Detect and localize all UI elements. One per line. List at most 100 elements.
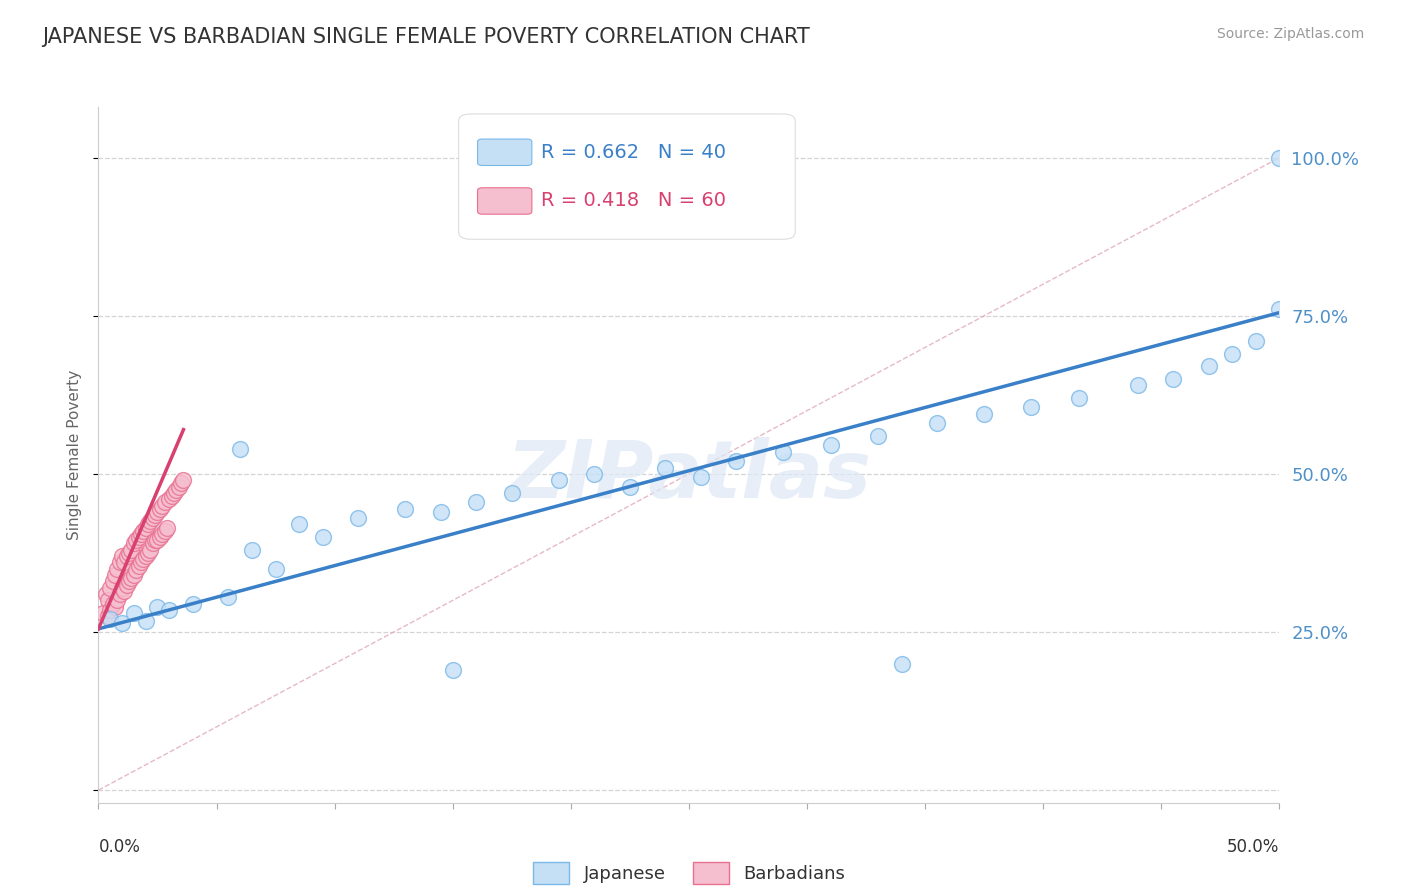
Point (153, 524, 176, 538)
Point (170, 476, 193, 491)
Point (347, 511, 370, 525)
Point (97, 609, 120, 624)
Point (890, 657, 912, 671)
Point (264, 562, 287, 576)
Point (112, 583, 135, 598)
Point (181, 597, 204, 611)
Point (689, 470, 711, 484)
Point (583, 467, 606, 481)
Point (129, 527, 152, 541)
Point (619, 479, 641, 493)
Point (115, 577, 138, 591)
Point (128, 530, 150, 544)
Point (772, 444, 794, 458)
Point (465, 495, 488, 509)
Point (111, 615, 134, 630)
Point (135, 549, 157, 563)
Point (866, 429, 889, 443)
Point (156, 521, 179, 535)
Point (1198, 359, 1220, 374)
Point (288, 517, 311, 532)
Point (121, 542, 143, 557)
Point (125, 533, 148, 548)
Point (105, 593, 128, 607)
Legend: Japanese, Barbadians: Japanese, Barbadians (526, 855, 852, 891)
Point (104, 599, 127, 614)
Point (146, 599, 169, 614)
Point (118, 574, 141, 589)
Point (394, 501, 416, 516)
Point (129, 556, 152, 570)
Point (240, 542, 263, 557)
Point (1244, 334, 1267, 348)
Text: R = 0.662   N = 40: R = 0.662 N = 40 (541, 143, 727, 161)
Point (121, 571, 143, 585)
Point (153, 495, 176, 509)
Point (101, 574, 124, 589)
Point (1126, 378, 1149, 392)
Text: 50.0%: 50.0% (1227, 838, 1279, 856)
Text: 0.0%: 0.0% (98, 838, 141, 856)
Point (122, 568, 145, 582)
Point (136, 546, 159, 560)
Point (118, 546, 141, 560)
Point (136, 517, 159, 532)
Point (163, 486, 186, 500)
Point (94, 587, 117, 601)
Text: Source: ZipAtlas.com: Source: ZipAtlas.com (1216, 27, 1364, 41)
Point (1161, 372, 1184, 386)
Point (925, 417, 948, 431)
Point (139, 542, 162, 557)
Point (98, 612, 121, 626)
Point (501, 486, 523, 500)
Point (108, 587, 131, 601)
Point (1268, 302, 1291, 317)
Point (135, 614, 157, 628)
Y-axis label: Single Female Poverty: Single Female Poverty (67, 370, 83, 540)
Point (654, 460, 676, 475)
Point (97, 593, 120, 607)
Point (172, 473, 194, 487)
Point (1067, 391, 1090, 405)
Point (91, 606, 114, 620)
Point (98, 581, 121, 595)
Point (157, 492, 180, 507)
Point (104, 568, 127, 582)
Point (146, 533, 169, 548)
Point (217, 591, 239, 605)
Point (150, 527, 173, 541)
Point (157, 603, 180, 617)
Text: JAPANESE VS BARBADIAN SINGLE FEMALE POVERTY CORRELATION CHART: JAPANESE VS BARBADIAN SINGLE FEMALE POVE… (42, 27, 810, 46)
Text: R = 0.418   N = 60: R = 0.418 N = 60 (541, 192, 727, 211)
Point (122, 536, 145, 550)
Point (165, 483, 187, 497)
Point (143, 508, 166, 522)
Point (139, 514, 162, 528)
Text: ZIPatlas: ZIPatlas (506, 437, 872, 515)
Point (112, 556, 135, 570)
Point (725, 454, 748, 468)
Point (548, 473, 571, 487)
Point (125, 563, 148, 577)
Point (132, 552, 155, 566)
Point (167, 479, 190, 493)
Point (135, 521, 157, 535)
Point (122, 606, 145, 620)
FancyBboxPatch shape (478, 187, 531, 214)
Point (108, 556, 131, 570)
Point (150, 499, 173, 513)
Point (441, 663, 464, 677)
Point (1220, 347, 1243, 361)
Point (820, 438, 842, 452)
FancyBboxPatch shape (478, 139, 531, 166)
Point (132, 524, 155, 538)
Point (111, 581, 134, 595)
Point (105, 562, 128, 576)
Point (160, 489, 183, 503)
Point (101, 597, 124, 611)
Point (111, 549, 134, 563)
Point (430, 505, 453, 519)
Point (1268, 151, 1291, 165)
Point (146, 505, 169, 519)
Point (143, 533, 166, 548)
